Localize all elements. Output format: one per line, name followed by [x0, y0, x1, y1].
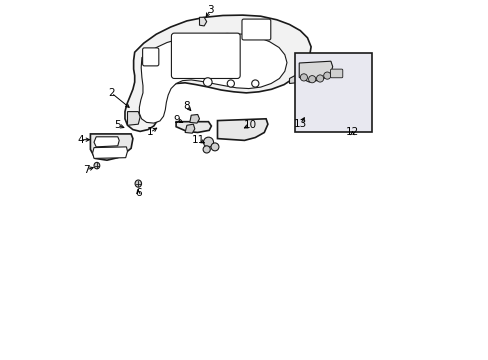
Polygon shape — [185, 124, 194, 133]
FancyBboxPatch shape — [142, 48, 159, 66]
Text: 11: 11 — [191, 135, 204, 145]
Circle shape — [203, 78, 212, 86]
Circle shape — [203, 146, 210, 153]
Ellipse shape — [135, 180, 141, 187]
Bar — [294, 53, 371, 132]
Text: 1: 1 — [146, 127, 153, 138]
Text: 9: 9 — [173, 114, 180, 125]
Polygon shape — [92, 147, 127, 158]
Polygon shape — [125, 15, 310, 131]
Circle shape — [300, 74, 307, 81]
Polygon shape — [217, 119, 267, 140]
Polygon shape — [289, 70, 305, 84]
Polygon shape — [299, 61, 332, 82]
FancyBboxPatch shape — [242, 19, 270, 40]
Text: 5: 5 — [114, 120, 121, 130]
Polygon shape — [176, 122, 211, 132]
Circle shape — [227, 80, 234, 87]
Text: 7: 7 — [82, 165, 89, 175]
FancyBboxPatch shape — [330, 69, 342, 78]
Polygon shape — [90, 134, 133, 160]
Text: 6: 6 — [135, 188, 142, 198]
Circle shape — [308, 76, 315, 83]
Polygon shape — [189, 114, 199, 123]
Text: 8: 8 — [183, 101, 190, 111]
Circle shape — [316, 75, 323, 82]
Polygon shape — [139, 33, 286, 123]
Text: 12: 12 — [345, 127, 358, 138]
Polygon shape — [94, 137, 119, 147]
Circle shape — [251, 80, 258, 87]
Circle shape — [203, 137, 213, 147]
FancyBboxPatch shape — [171, 33, 240, 78]
Text: 2: 2 — [108, 88, 114, 98]
Text: 13: 13 — [293, 119, 306, 129]
Circle shape — [323, 72, 330, 79]
Text: 10: 10 — [243, 120, 256, 130]
Polygon shape — [199, 17, 206, 26]
Text: 3: 3 — [206, 5, 213, 15]
Circle shape — [211, 143, 219, 151]
Text: 4: 4 — [77, 135, 84, 145]
Polygon shape — [127, 112, 140, 125]
Ellipse shape — [94, 162, 100, 169]
